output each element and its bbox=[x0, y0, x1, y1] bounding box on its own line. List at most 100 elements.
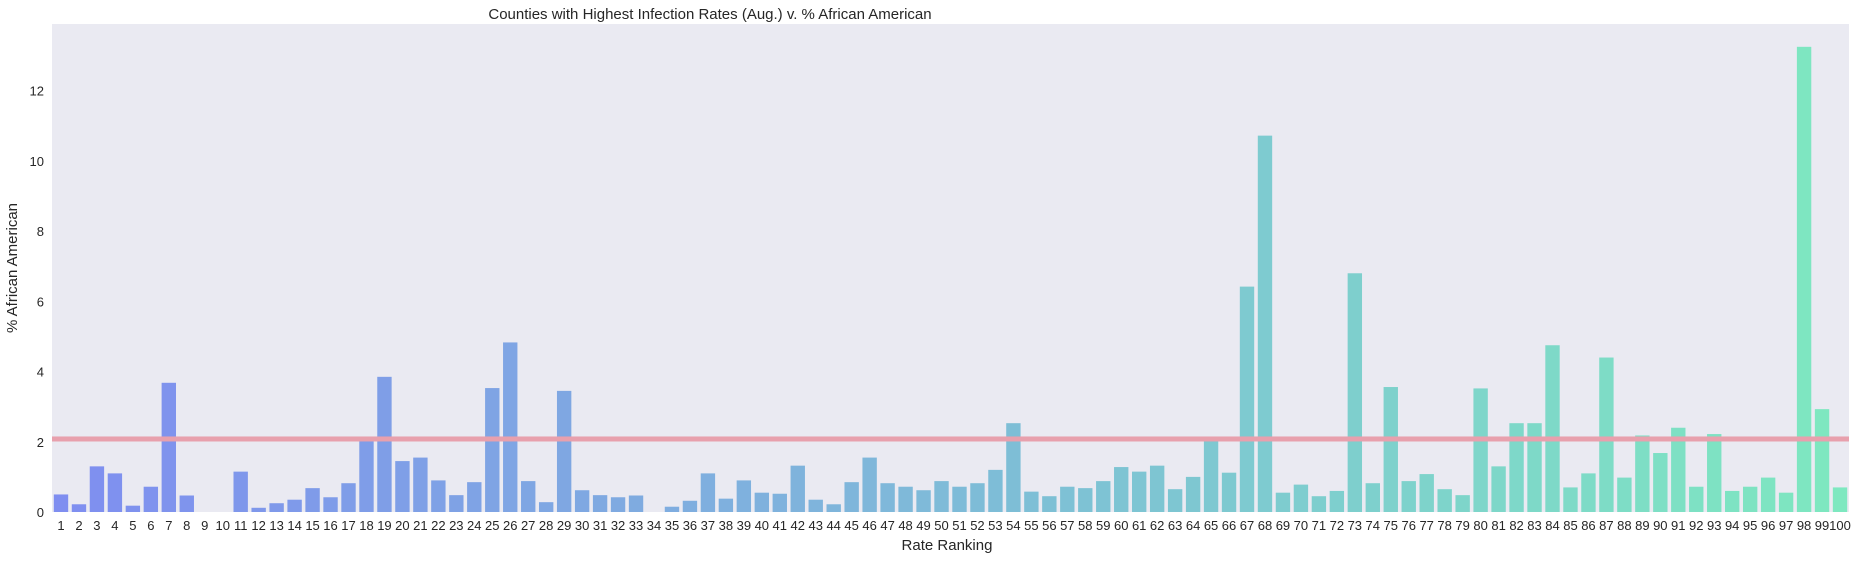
x-tick-label: 19 bbox=[377, 518, 391, 533]
x-tick-label: 34 bbox=[647, 518, 661, 533]
bar-84 bbox=[1545, 345, 1560, 512]
bar-74 bbox=[1365, 483, 1380, 512]
bar-83 bbox=[1527, 423, 1542, 512]
x-tick-label: 84 bbox=[1545, 518, 1559, 533]
y-tick-label: 10 bbox=[30, 154, 44, 169]
x-tick-label: 90 bbox=[1653, 518, 1667, 533]
bar-21 bbox=[413, 457, 428, 512]
x-tick-label: 12 bbox=[251, 518, 265, 533]
bar-98 bbox=[1796, 46, 1812, 512]
x-tick-label: 88 bbox=[1617, 518, 1631, 533]
x-tick-label: 30 bbox=[575, 518, 589, 533]
bar-30 bbox=[574, 490, 590, 512]
bar-59 bbox=[1096, 481, 1111, 512]
x-tick-label: 49 bbox=[916, 518, 930, 533]
x-tick-label: 8 bbox=[183, 518, 190, 533]
bar-36 bbox=[682, 500, 698, 512]
bar-13 bbox=[269, 503, 284, 512]
bar-52 bbox=[970, 483, 985, 512]
x-tick-label: 77 bbox=[1419, 518, 1433, 533]
x-tick-label: 15 bbox=[305, 518, 319, 533]
x-tick-label: 4 bbox=[111, 518, 118, 533]
x-tick-label: 6 bbox=[147, 518, 154, 533]
x-tick-label: 92 bbox=[1689, 518, 1703, 533]
bar-32 bbox=[610, 497, 626, 512]
x-tick-label: 14 bbox=[287, 518, 301, 533]
bar-41 bbox=[772, 493, 787, 512]
x-tick-label: 95 bbox=[1743, 518, 1757, 533]
bar-25 bbox=[485, 388, 500, 512]
x-tick-label: 43 bbox=[808, 518, 822, 533]
y-axis-ticks: 0 2 4 6 8 10 12 bbox=[30, 84, 44, 520]
bar-8 bbox=[179, 495, 194, 512]
bars-group bbox=[53, 46, 1848, 512]
bar-80 bbox=[1473, 388, 1488, 512]
bar-38 bbox=[718, 498, 734, 512]
x-tick-label: 99 bbox=[1815, 518, 1829, 533]
bar-47 bbox=[880, 483, 895, 512]
x-tick-label: 74 bbox=[1366, 518, 1380, 533]
x-tick-label: 25 bbox=[485, 518, 499, 533]
bar-100 bbox=[1832, 487, 1848, 512]
bar-3 bbox=[89, 466, 105, 512]
bar-54 bbox=[1006, 423, 1021, 512]
bar-50 bbox=[934, 481, 949, 512]
bar-44 bbox=[826, 504, 841, 512]
x-tick-label: 86 bbox=[1581, 518, 1595, 533]
bar-86 bbox=[1581, 473, 1596, 512]
x-tick-label: 24 bbox=[467, 518, 481, 533]
x-tick-label: 22 bbox=[431, 518, 445, 533]
x-tick-label: 23 bbox=[449, 518, 463, 533]
bar-28 bbox=[538, 502, 554, 512]
bar-67 bbox=[1239, 286, 1255, 512]
x-tick-label: 1 bbox=[57, 518, 64, 533]
y-tick-label: 0 bbox=[37, 505, 44, 520]
bar-82 bbox=[1509, 423, 1524, 512]
x-tick-label: 21 bbox=[413, 518, 427, 533]
x-tick-label: 91 bbox=[1671, 518, 1685, 533]
bar-20 bbox=[395, 461, 410, 512]
bar-24 bbox=[467, 482, 482, 512]
x-tick-label: 67 bbox=[1240, 518, 1254, 533]
x-tick-label: 2 bbox=[75, 518, 82, 533]
x-tick-label: 7 bbox=[165, 518, 172, 533]
x-tick-label: 78 bbox=[1437, 518, 1451, 533]
bar-18 bbox=[359, 439, 374, 512]
x-tick-label: 36 bbox=[683, 518, 697, 533]
bar-43 bbox=[808, 499, 823, 512]
bar-65 bbox=[1203, 438, 1219, 512]
x-tick-label: 27 bbox=[521, 518, 535, 533]
bar-75 bbox=[1383, 387, 1398, 512]
x-tick-label: 70 bbox=[1294, 518, 1308, 533]
x-tick-label: 56 bbox=[1042, 518, 1056, 533]
bar-2 bbox=[71, 504, 87, 512]
bar-88 bbox=[1617, 477, 1632, 512]
y-tick-label: 4 bbox=[37, 365, 44, 380]
bar-27 bbox=[521, 481, 536, 512]
x-tick-label: 13 bbox=[269, 518, 283, 533]
bar-55 bbox=[1024, 491, 1039, 512]
bar-46 bbox=[862, 457, 877, 512]
bar-77 bbox=[1419, 474, 1434, 512]
x-tick-label: 52 bbox=[970, 518, 984, 533]
bar-97 bbox=[1778, 492, 1794, 512]
x-tick-label: 53 bbox=[988, 518, 1002, 533]
x-tick-label: 10 bbox=[215, 518, 229, 533]
bar-95 bbox=[1742, 486, 1758, 512]
x-tick-label: 41 bbox=[773, 518, 787, 533]
x-tick-label: 97 bbox=[1779, 518, 1793, 533]
bar-12 bbox=[251, 507, 266, 512]
x-tick-label: 39 bbox=[737, 518, 751, 533]
x-tick-label: 37 bbox=[701, 518, 715, 533]
x-tick-label: 50 bbox=[934, 518, 948, 533]
x-tick-label: 61 bbox=[1132, 518, 1146, 533]
x-tick-label: 66 bbox=[1222, 518, 1236, 533]
x-tick-label: 40 bbox=[755, 518, 769, 533]
bar-69 bbox=[1275, 492, 1291, 512]
x-tick-label: 35 bbox=[665, 518, 679, 533]
x-tick-label: 68 bbox=[1258, 518, 1272, 533]
x-tick-label: 89 bbox=[1635, 518, 1649, 533]
bar-61 bbox=[1132, 471, 1147, 512]
bar-19 bbox=[377, 376, 392, 512]
